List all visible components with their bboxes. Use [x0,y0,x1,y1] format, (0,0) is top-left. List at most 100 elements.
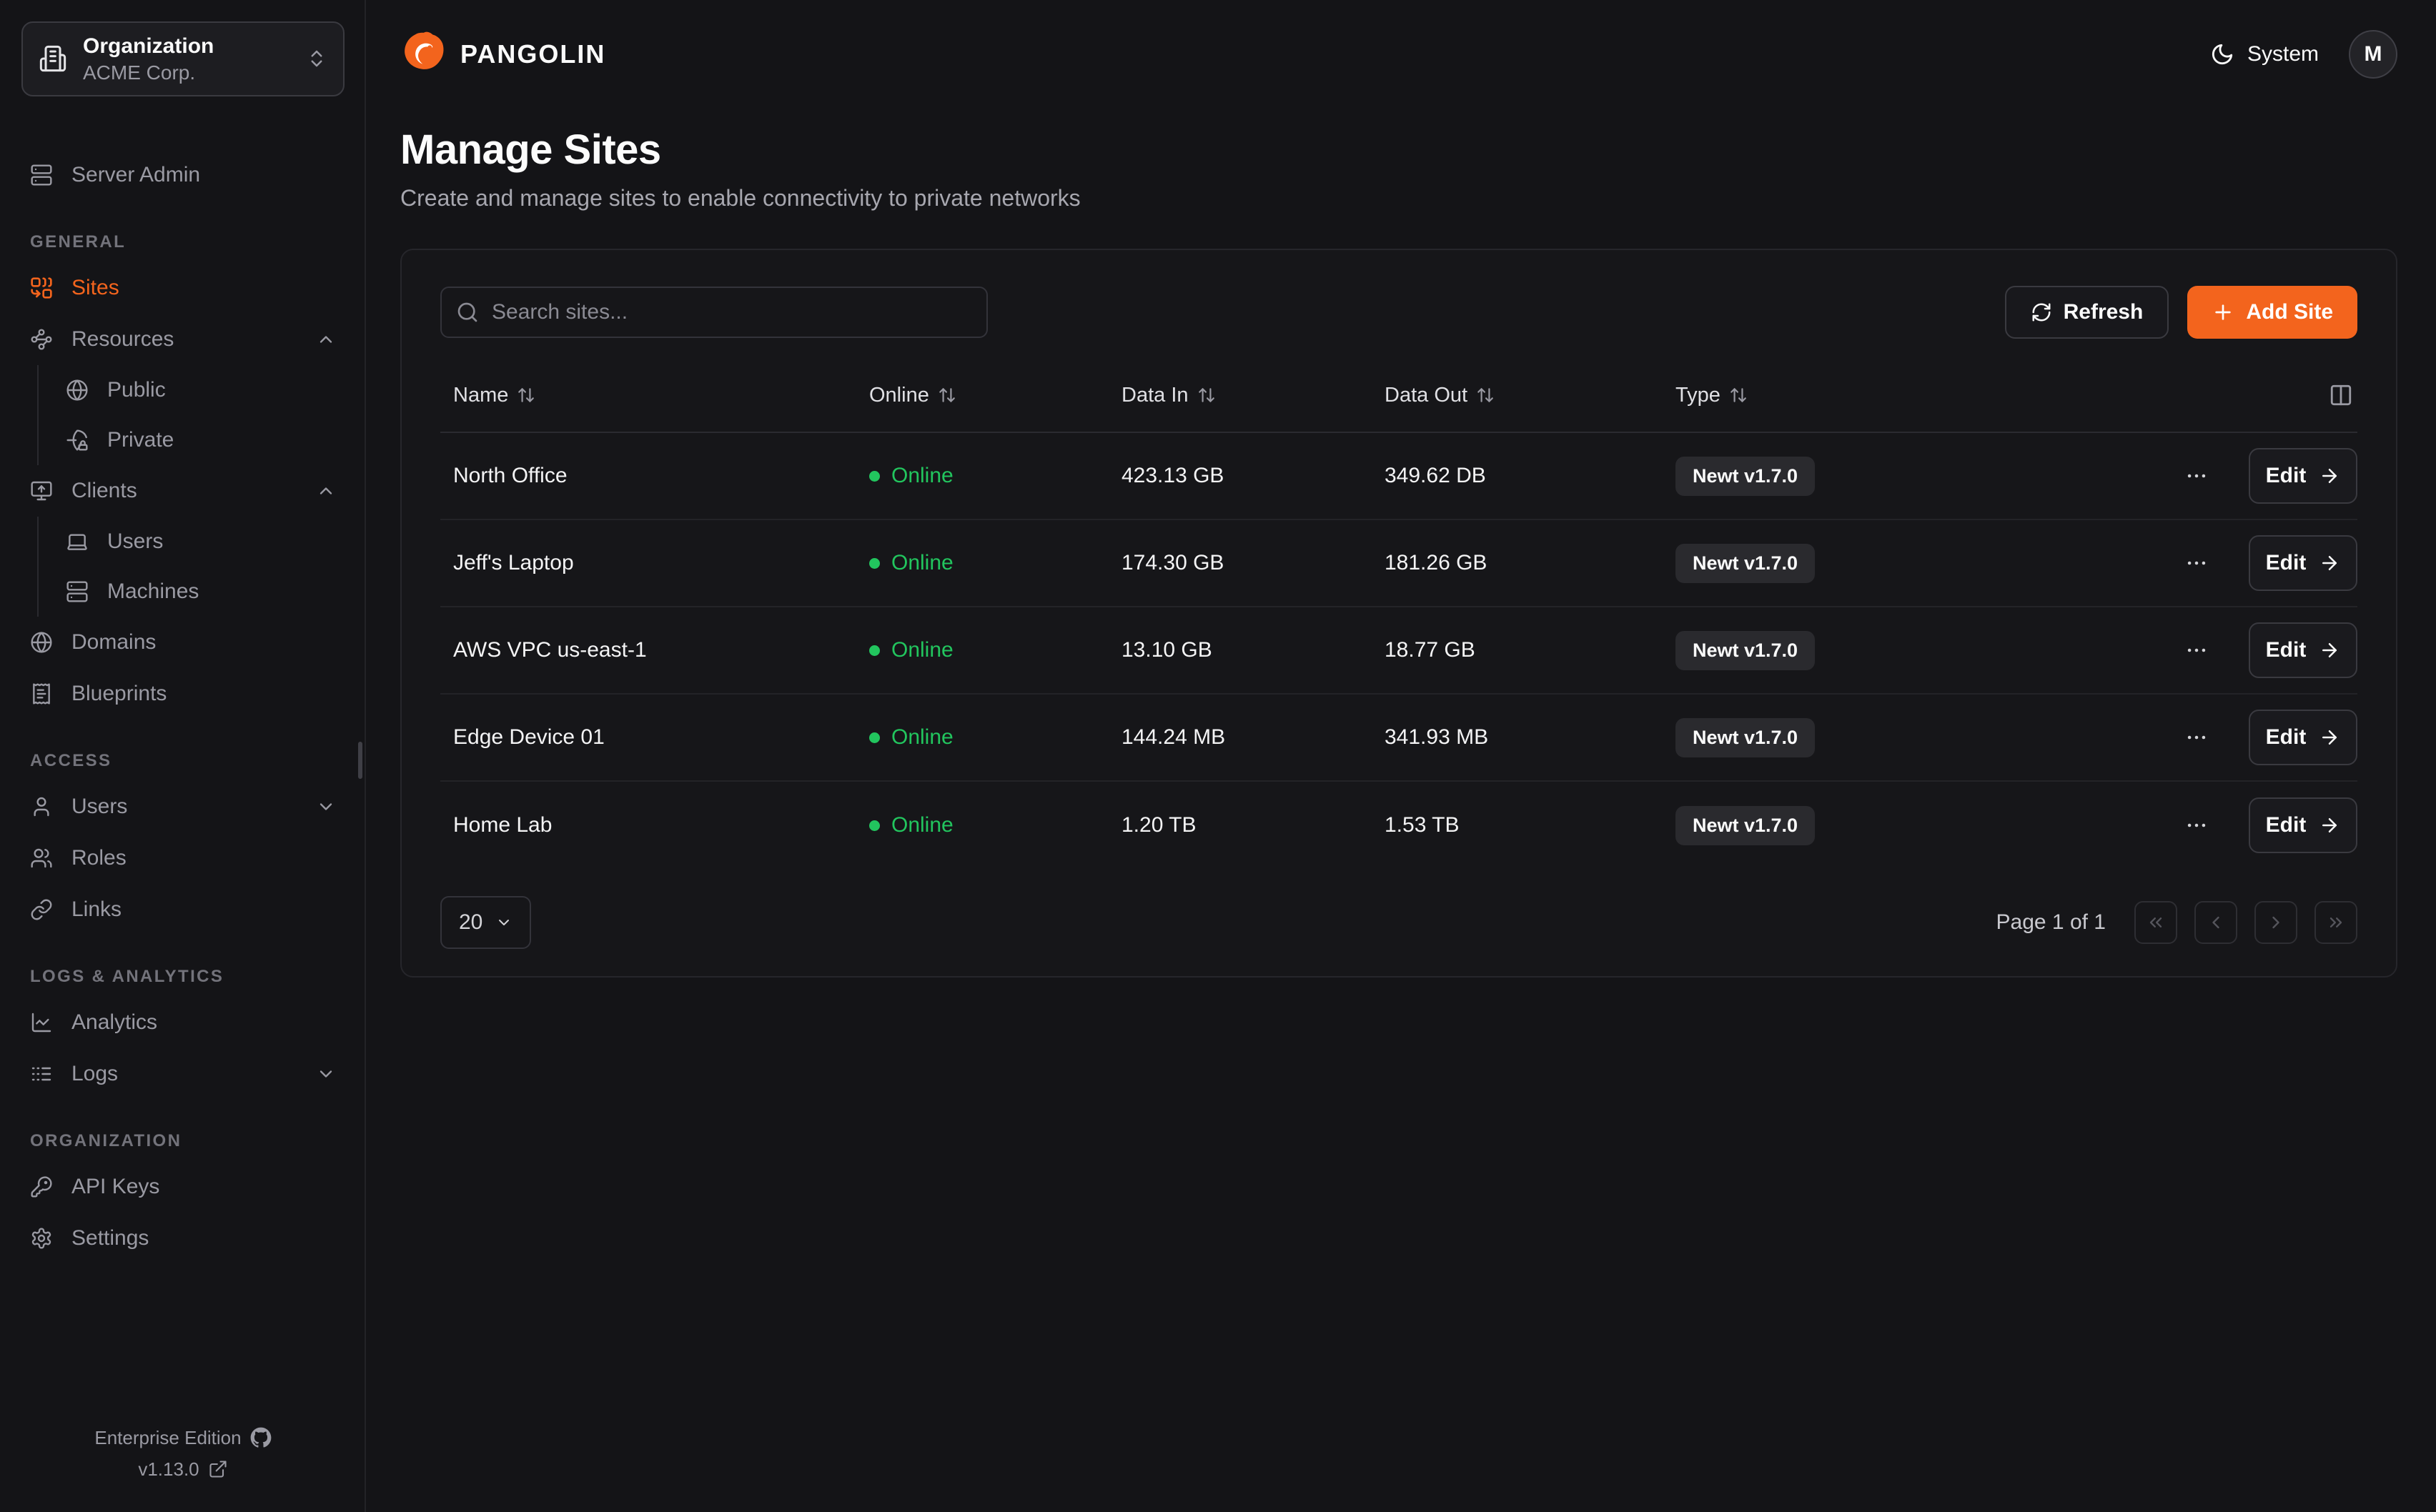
theme-toggle[interactable]: System [2210,42,2319,66]
sidebar-item-api-keys[interactable]: API Keys [21,1161,345,1213]
sidebar-item-label: Server Admin [71,162,201,186]
sidebar-item-label: Machines [107,579,199,603]
arrow-right-icon [2319,552,2340,574]
type-badge: Newt v1.7.0 [1675,543,1816,583]
row-menu-button[interactable] [2179,632,2214,668]
status-badge: Online [869,638,1122,662]
version-link[interactable]: v1.13.0 [21,1453,345,1485]
page-size-select[interactable]: 20 [440,896,532,949]
gear-icon [30,1227,53,1250]
plus-icon [2212,301,2234,324]
table-row: Edge Device 01 Online 144.24 MB 341.93 M… [440,695,2357,782]
first-page-button[interactable] [2134,901,2177,944]
page-head: Manage Sites Create and manage sites to … [400,126,2397,212]
sidebar-item-client-users[interactable]: Users [57,517,345,567]
page-title: Manage Sites [400,126,661,173]
sites-card: Refresh Add Site Name [400,249,2397,978]
column-header-name[interactable]: Name [440,384,869,407]
toolbar: Refresh Add Site [440,286,2357,339]
column-header-type[interactable]: Type [1675,384,2076,407]
org-switcher-value: ACME Corp. [83,61,196,84]
brand: PANGOLIN [400,31,605,78]
sidebar-item-domains[interactable]: Domains [21,617,345,668]
page-subtitle: Create and manage sites to enable connec… [400,185,1081,211]
sidebar-item-machines[interactable]: Machines [57,567,345,617]
add-site-button-label: Add Site [2246,300,2333,324]
edit-button[interactable]: Edit [2249,622,2357,678]
data-out-value: 181.26 GB [1385,551,1487,575]
sidebar-item-resources[interactable]: Resources [21,314,345,365]
data-in-value: 423.13 GB [1122,464,1224,487]
refresh-button-label: Refresh [2063,300,2144,324]
row-menu-button[interactable] [2179,545,2214,581]
sidebar-item-settings[interactable]: Settings [21,1213,345,1264]
online-dot-icon [869,645,880,656]
type-badge: Newt v1.7.0 [1675,630,1816,670]
brand-wordmark: PANGOLIN [460,39,606,69]
sidebar-item-private[interactable]: Private [57,415,345,465]
section-label-access: ACCESS [30,750,112,770]
type-badge: Newt v1.7.0 [1675,805,1816,845]
sidebar-item-label: Roles [71,845,127,870]
org-switcher-label: Organization [83,34,214,58]
online-dot-icon [869,820,880,831]
edit-button[interactable]: Edit [2249,710,2357,765]
sort-icon [1476,386,1495,404]
sidebar-item-public[interactable]: Public [57,365,345,415]
chevron-down-icon [316,797,336,817]
sidebar-scrollbar[interactable] [358,742,362,779]
chevron-down-icon [495,914,513,931]
sidebar-item-clients[interactable]: Clients [21,465,345,517]
section-label-organization: ORGANIZATION [30,1130,182,1150]
version-label: v1.13.0 [138,1458,199,1480]
sidebar-item-analytics[interactable]: Analytics [21,997,345,1048]
sort-icon [938,386,956,404]
sidebar-item-server-admin[interactable]: Server Admin [21,149,345,201]
online-dot-icon [869,732,880,743]
previous-page-button[interactable] [2194,901,2237,944]
waypoints-icon [30,328,53,351]
edit-button[interactable]: Edit [2249,535,2357,591]
column-header-data-in[interactable]: Data In [1122,384,1385,407]
refresh-button[interactable]: Refresh [2004,286,2169,339]
section-label-general: GENERAL [30,232,127,252]
column-visibility-button[interactable] [2324,379,2357,412]
edition-label: Enterprise Edition [94,1426,242,1448]
status-badge: Online [869,725,1122,750]
sidebar-item-roles[interactable]: Roles [21,832,345,884]
sidebar-item-label: Resources [71,327,174,351]
site-name: AWS VPC us-east-1 [453,638,647,662]
column-header-online[interactable]: Online [869,384,1122,407]
column-header-data-out[interactable]: Data Out [1385,384,1675,407]
sidebar-item-logs[interactable]: Logs [21,1048,345,1100]
sort-icon [1729,386,1748,404]
next-page-button[interactable] [2254,901,2297,944]
sidebar-item-label: Public [107,377,166,402]
chart-line-icon [30,1011,53,1034]
user-icon [30,795,53,818]
sidebar-item-users[interactable]: Users [21,781,345,832]
last-page-button[interactable] [2314,901,2357,944]
sidebar-item-blueprints[interactable]: Blueprints [21,668,345,720]
add-site-button[interactable]: Add Site [2187,286,2357,339]
chevron-up-icon [316,481,336,501]
receipt-icon [30,682,53,705]
row-menu-button[interactable] [2179,458,2214,494]
edition-link[interactable]: Enterprise Edition [21,1422,345,1453]
search-input[interactable] [440,287,988,338]
edit-button[interactable]: Edit [2249,448,2357,504]
sidebar-item-sites[interactable]: Sites [21,262,345,314]
sidebar-item-links[interactable]: Links [21,884,345,935]
row-menu-button[interactable] [2179,720,2214,755]
org-switcher[interactable]: Organization ACME Corp. [21,21,345,96]
data-in-value: 1.20 TB [1122,813,1197,837]
arrow-right-icon [2319,727,2340,748]
site-name: Jeff's Laptop [453,551,574,575]
row-menu-button[interactable] [2179,807,2214,843]
globe-lock-icon [66,429,89,452]
avatar[interactable]: M [2349,30,2397,79]
table-row: Home Lab Online 1.20 TB 1.53 TB Newt v1.… [440,782,2357,869]
edit-button[interactable]: Edit [2249,797,2357,853]
users-icon [30,847,53,870]
chevron-up-icon [316,329,336,349]
